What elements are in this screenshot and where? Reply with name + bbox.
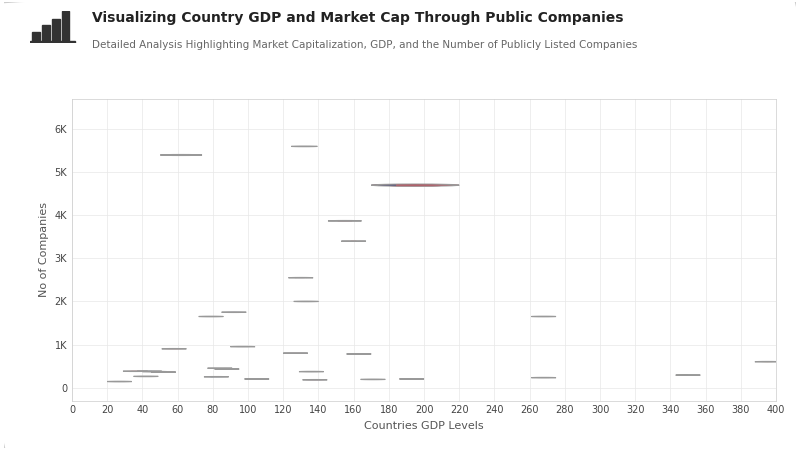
Bar — [342, 241, 350, 242]
Bar — [30, 41, 74, 43]
Circle shape — [294, 301, 318, 302]
Bar — [371, 184, 395, 185]
Circle shape — [531, 316, 556, 317]
Bar — [52, 19, 59, 43]
Bar — [124, 381, 132, 382]
Bar — [216, 368, 224, 369]
Bar — [42, 25, 50, 43]
Bar — [32, 32, 40, 43]
Bar — [361, 379, 366, 380]
Bar — [253, 378, 261, 379]
Bar — [350, 241, 358, 242]
Circle shape — [160, 154, 202, 156]
Bar — [358, 241, 366, 242]
Circle shape — [137, 371, 162, 372]
Bar — [305, 301, 307, 302]
Bar — [115, 381, 124, 382]
Circle shape — [328, 220, 362, 221]
Circle shape — [123, 371, 148, 372]
Text: Visualizing Country GDP and Market Cap Through Public Companies: Visualizing Country GDP and Market Cap T… — [92, 11, 623, 25]
Bar — [107, 381, 115, 382]
Bar — [224, 368, 232, 369]
Bar — [207, 368, 216, 369]
Bar — [405, 378, 409, 379]
Bar — [62, 11, 70, 43]
Text: Detailed Analysis Highlighting Market Capitalization, GDP, and the Number of Pub: Detailed Analysis Highlighting Market Ca… — [92, 40, 638, 50]
Bar — [261, 378, 269, 379]
Bar — [245, 378, 253, 379]
Y-axis label: No of Companies: No of Companies — [39, 202, 49, 297]
Circle shape — [399, 378, 424, 379]
X-axis label: Countries GDP Levels: Countries GDP Levels — [364, 421, 484, 431]
Circle shape — [142, 371, 167, 372]
Bar — [306, 301, 307, 302]
